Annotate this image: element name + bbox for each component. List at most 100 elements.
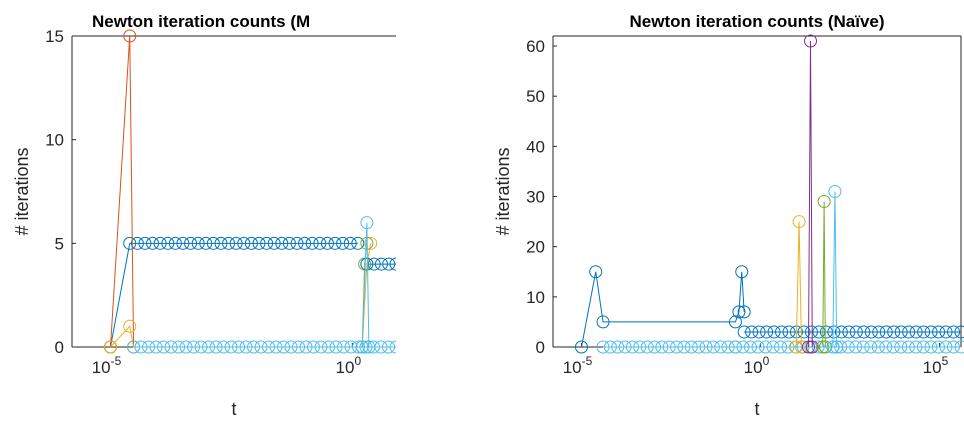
data-point [244, 236, 258, 250]
data-point [260, 236, 274, 250]
data-point [760, 325, 774, 339]
x-axis-label: t [754, 399, 759, 419]
data-point [640, 340, 654, 354]
data-point [924, 340, 938, 354]
data-point [320, 236, 334, 250]
series-2 [596, 340, 742, 354]
data-point [797, 325, 811, 339]
chart-panel-right: 0 10 20 30 40 50 60 10-5 100 105 t # iterations Newt… [493, 12, 964, 419]
data-point [157, 340, 171, 354]
data-point [239, 340, 253, 354]
data-point [360, 257, 374, 271]
data-point [939, 325, 953, 339]
series-5 [802, 34, 819, 354]
data-point [864, 340, 878, 354]
data-point [939, 340, 953, 354]
data-point [314, 340, 328, 354]
data-point [307, 340, 321, 354]
y-tick-label: 50 [526, 87, 545, 106]
x-tick-label: 100 [336, 354, 362, 377]
data-point [931, 340, 945, 354]
data-point [153, 236, 167, 250]
series-6 [127, 340, 396, 354]
data-point [818, 340, 832, 354]
series-line [795, 221, 802, 348]
data-point [336, 236, 350, 250]
data-point [130, 236, 144, 250]
data-point [589, 265, 603, 279]
data-point [721, 340, 735, 354]
data-point [894, 340, 908, 354]
series-line [109, 35, 135, 348]
data-point [917, 325, 931, 339]
x-axis-label: t [231, 399, 236, 419]
data-point [759, 340, 773, 354]
data-point [879, 340, 893, 354]
data-point [625, 340, 639, 354]
data-point [894, 325, 908, 339]
data-point [382, 257, 396, 271]
data-point [737, 305, 751, 319]
data-point [214, 236, 228, 250]
data-point [305, 236, 319, 250]
data-point [229, 236, 243, 250]
data-point [359, 340, 373, 354]
data-point [792, 215, 806, 229]
data-point [745, 325, 759, 339]
data-point [736, 340, 750, 354]
data-point [299, 340, 313, 354]
series-line [580, 271, 745, 348]
series-line [109, 242, 358, 348]
data-point [805, 340, 819, 354]
data-point [168, 236, 182, 250]
data-point [352, 340, 366, 354]
data-point [804, 34, 818, 48]
x-tick-label: 100 [744, 354, 770, 377]
data-point [176, 236, 190, 250]
data-point [767, 325, 781, 339]
data-point [123, 319, 137, 333]
data-point [194, 340, 208, 354]
y-tick-label: 60 [526, 37, 545, 56]
x-tick-label: 10-5 [563, 354, 593, 377]
data-point [389, 340, 396, 354]
data-point [284, 340, 298, 354]
data-point [817, 195, 831, 209]
series-line [832, 191, 838, 348]
y-axis-label: # iterations [493, 147, 513, 235]
data-point [222, 236, 236, 250]
data-point [886, 340, 900, 354]
series-6 [816, 195, 832, 354]
data-point [752, 325, 766, 339]
data-point [252, 236, 266, 250]
data-point [282, 236, 296, 250]
data-point [841, 340, 855, 354]
data-point [947, 325, 961, 339]
data-point [127, 340, 141, 354]
data-point [706, 340, 720, 354]
data-point [322, 340, 336, 354]
data-point [864, 325, 878, 339]
data-point [209, 340, 223, 354]
y-axis-label: # iterations [12, 147, 32, 235]
data-point [217, 340, 231, 354]
data-point [237, 236, 251, 250]
y-tick-label: 10 [45, 131, 64, 150]
data-point [887, 325, 901, 339]
y-tick-label: 15 [45, 27, 64, 46]
data-point [123, 29, 137, 43]
data-point [857, 325, 871, 339]
data-point [329, 340, 343, 354]
data-point [123, 236, 137, 250]
data-point [364, 236, 378, 250]
data-point [187, 340, 201, 354]
data-point [901, 340, 915, 354]
y-tick-label: 0 [536, 338, 545, 357]
data-point [374, 257, 388, 271]
data-point [367, 257, 381, 271]
data-point [662, 340, 676, 354]
data-point [360, 216, 374, 230]
data-point [775, 325, 789, 339]
series-0 [574, 265, 751, 354]
